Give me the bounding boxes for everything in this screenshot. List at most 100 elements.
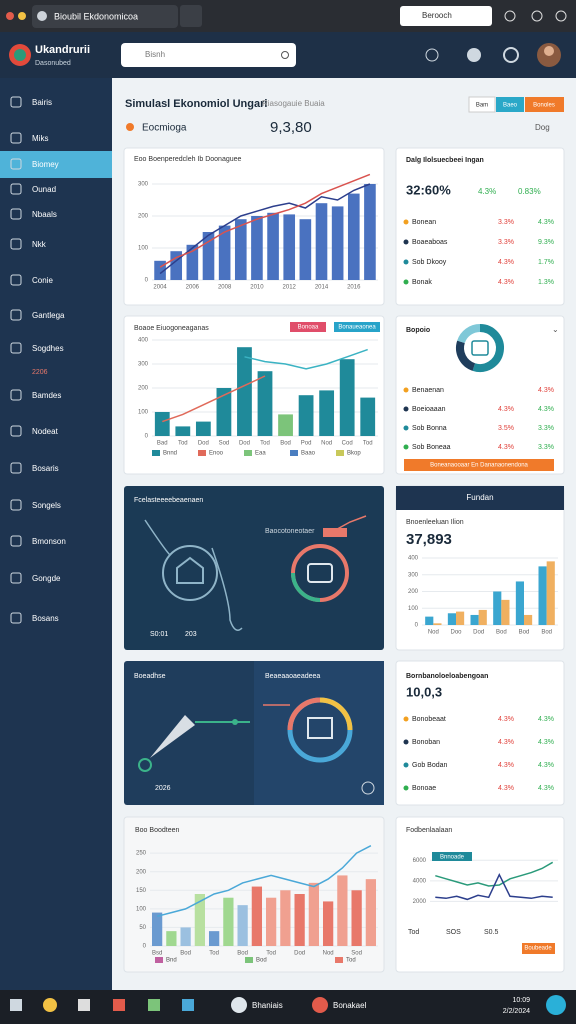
x-tick-label: Nod — [323, 951, 334, 957]
taskbar-item[interactable]: Bhaniais — [252, 1001, 283, 1010]
legend-label: Tod — [346, 958, 356, 964]
button[interactable] — [468, 96, 496, 113]
legend-swatch — [155, 957, 163, 963]
browser-icon[interactable] — [504, 10, 516, 22]
x-tick-label: Tod — [209, 951, 219, 957]
row-value: 4.3% — [498, 716, 514, 723]
legend-label: Bnnd — [163, 451, 177, 457]
y-tick-label: 0 — [145, 434, 149, 440]
x-tick-label: Tod — [260, 441, 270, 447]
card-menu: ⌄ — [552, 325, 559, 334]
taskbar-icon[interactable] — [78, 999, 90, 1011]
bar — [175, 426, 191, 436]
window-dot[interactable] — [18, 12, 26, 20]
nav-icon — [10, 389, 22, 401]
search-icon[interactable] — [281, 51, 289, 59]
date-filter[interactable]: Dog — [535, 123, 550, 132]
footer-bar[interactable] — [404, 459, 554, 471]
nav-item[interactable]: Songels — [32, 501, 61, 510]
diagram-icon — [176, 556, 204, 584]
browser-icon[interactable] — [555, 10, 567, 22]
legend-swatch — [290, 450, 298, 456]
bar — [365, 879, 377, 946]
tab[interactable] — [32, 5, 178, 28]
y-tick-label: 200 — [408, 589, 419, 595]
line — [244, 348, 368, 370]
bar — [360, 397, 376, 436]
dark-footer: 2026 — [155, 785, 171, 792]
nav-item[interactable]: Gantlega — [32, 311, 65, 320]
legend-label: Baao — [301, 451, 316, 457]
tag[interactable] — [290, 322, 326, 332]
legend-label: Bkop — [347, 451, 361, 457]
nav-item[interactable]: Bosans — [32, 614, 59, 623]
nav-item[interactable]: Bmonson — [32, 537, 66, 546]
taskbar-icon[interactable] — [312, 997, 328, 1013]
nav-item[interactable]: Miks — [32, 134, 48, 143]
start-button[interactable] — [10, 999, 22, 1011]
row-value: 4.3% — [538, 716, 554, 723]
chart-title: Fodbenlaalaan — [406, 827, 452, 834]
page-title: Simulasl Ekonomiol Ungari — [125, 98, 267, 110]
avatar — [544, 46, 554, 56]
bar — [546, 561, 555, 625]
bar — [347, 193, 360, 280]
logo — [14, 49, 26, 61]
dark-label: Beaeaaoaeadeea — [265, 673, 320, 680]
row-dot — [403, 716, 409, 722]
tag[interactable] — [334, 322, 380, 332]
row-value: 1.7% — [538, 259, 554, 266]
nav-item[interactable]: Nkk — [32, 240, 47, 249]
taskbar-item[interactable]: Bonakael — [333, 1001, 367, 1010]
x-tick-label: Bod — [519, 630, 530, 636]
line — [159, 173, 371, 268]
row-dot — [403, 219, 409, 225]
card-header — [396, 486, 564, 510]
search-box[interactable] — [121, 43, 296, 67]
row-value: 4.3% — [538, 219, 554, 226]
x-tick-label: 2006 — [186, 285, 200, 291]
taskbar-icon[interactable] — [182, 999, 194, 1011]
notification[interactable] — [546, 995, 566, 1015]
x-tick-label: Dod — [198, 441, 209, 447]
button[interactable] — [496, 97, 524, 112]
row-label: Sob Boneaa — [412, 444, 451, 451]
status-icon[interactable] — [361, 781, 375, 795]
address-bar[interactable] — [400, 6, 492, 26]
nav-item[interactable]: Nbaals — [32, 210, 57, 219]
y-tick-label: 150 — [136, 888, 147, 894]
taskbar-icon[interactable] — [43, 998, 57, 1012]
browser-icon[interactable] — [531, 10, 543, 22]
nav-item[interactable]: Bairis — [32, 98, 52, 107]
taskbar-icon[interactable] — [231, 997, 247, 1013]
taskbar-icon[interactable] — [113, 999, 125, 1011]
tab-menu[interactable] — [180, 5, 202, 27]
y-tick-label: 100 — [136, 906, 147, 912]
header-icon[interactable] — [425, 48, 439, 62]
button[interactable] — [525, 97, 564, 112]
bar — [154, 260, 166, 280]
big-value: 37,893 — [406, 531, 452, 548]
bar — [234, 219, 247, 280]
bar — [186, 244, 199, 280]
row-label: Bonoban — [412, 739, 440, 746]
tag[interactable] — [522, 943, 555, 954]
nav-item[interactable]: Nodeat — [32, 427, 59, 436]
big-change: 4.3% — [478, 187, 496, 196]
clock-date: 2/2/2024 — [503, 1008, 530, 1015]
legend-swatch — [336, 450, 344, 456]
nav-item[interactable]: Ounad — [32, 185, 56, 194]
nav-item[interactable]: Sogdhes — [32, 344, 64, 353]
taskbar-icon[interactable] — [148, 999, 160, 1011]
header-icon[interactable] — [467, 48, 481, 62]
header-icon[interactable] — [503, 47, 519, 63]
nav-item[interactable]: Bamdes — [32, 391, 61, 400]
metric-label: Eocmioga — [142, 123, 187, 134]
nav-item[interactable]: Bosaris — [32, 464, 59, 473]
window-dot[interactable] — [6, 12, 14, 20]
nav-item[interactable]: Gongde — [32, 574, 61, 583]
row-dot — [403, 739, 409, 745]
nav-item[interactable]: Conie — [32, 276, 53, 285]
nav-item[interactable]: Biomey — [32, 160, 59, 169]
